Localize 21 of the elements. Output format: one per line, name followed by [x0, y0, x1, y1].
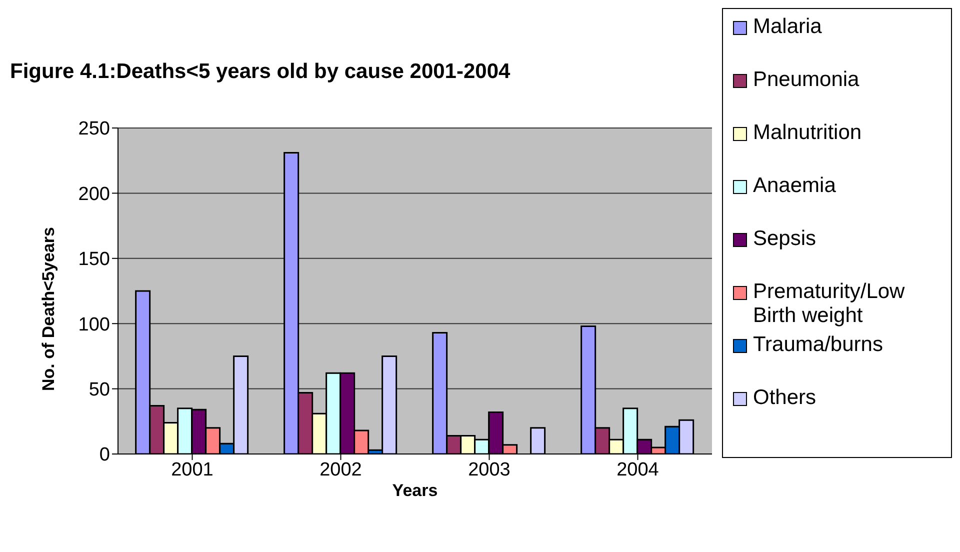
y-tick-label: 200 — [78, 184, 110, 205]
x-axis-title: Years — [392, 481, 438, 500]
legend-label: Anaemia — [753, 174, 836, 198]
y-axis-title: No. of Death<5years — [39, 227, 58, 391]
y-tick-label: 150 — [78, 249, 110, 270]
x-tick-label: 2001 — [171, 459, 214, 480]
legend-label: Malaria — [753, 15, 822, 39]
chart-title: Figure 4.1:Deaths<5 years old by cause 2001-2004 — [10, 60, 510, 84]
x-tick-label: 2002 — [320, 459, 362, 480]
x-tick-label: 2004 — [616, 459, 660, 480]
legend-label: Prematurity/Low Birth weight — [753, 280, 906, 328]
y-tick-label: 250 — [78, 118, 110, 140]
legend-label: Sepsis — [753, 227, 816, 251]
legend-label: Pneumonia — [753, 68, 860, 92]
y-tick-label: 100 — [78, 314, 110, 336]
legend-label: Malnutrition — [753, 121, 862, 145]
y-tick-label: 0 — [99, 444, 110, 466]
x-tick-label: 2003 — [468, 459, 510, 480]
y-tick-label: 50 — [88, 380, 110, 401]
legend-label: Others — [753, 386, 816, 410]
legend-label: Trauma/burns — [753, 333, 883, 357]
